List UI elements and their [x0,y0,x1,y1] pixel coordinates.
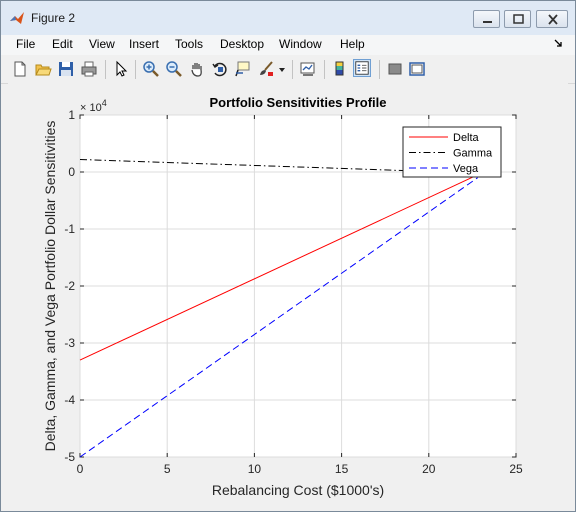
toolbar-separator [292,60,293,79]
series-gamma-line [79,158,478,174]
title-bar[interactable]: Figure 2 [1,1,575,35]
y-exponent-power: 4 [102,98,107,108]
legend-label-delta: Delta [453,132,480,144]
x-tick-label: 20 [422,462,436,476]
menu-bar: File Edit View Insert Tools Desktop Wind… [1,35,575,55]
hide-plot-tools-icon[interactable] [386,60,404,78]
colorbar-icon[interactable] [331,60,349,78]
minimize-icon [483,21,492,23]
y-tick-label: 1 [68,108,75,122]
minimize-button[interactable] [473,10,500,28]
maximize-icon [513,14,524,24]
pan-hand-icon[interactable] [188,60,206,78]
y-tick-label: -1 [64,222,75,236]
rotate-3d-icon[interactable] [211,60,229,78]
zoom-out-icon[interactable] [165,60,183,78]
chart-title: Portfolio Sensitivities Profile [210,95,387,110]
maximize-button[interactable] [504,10,531,28]
new-figure-icon[interactable] [11,60,29,78]
menu-file[interactable]: File [16,37,36,51]
data-cursor-icon[interactable] [234,60,252,78]
x-tick-label: 0 [77,462,84,476]
arrow-pointer-icon[interactable] [112,60,130,78]
zoom-in-icon[interactable] [142,60,160,78]
close-button[interactable] [536,10,568,28]
window-title: Figure 2 [31,11,76,25]
series-vega-line [79,177,478,458]
x-axis-label: Rebalancing Cost ($1000's) [212,482,384,498]
toolbar-separator [324,60,325,79]
figure-toolbar [1,56,575,84]
print-icon[interactable] [80,60,98,78]
y-tick-label: 0 [68,165,75,179]
show-plot-tools-icon[interactable] [408,60,426,78]
toolbar-separator [105,60,106,79]
y-tick-label: -3 [64,336,75,350]
x-tick-label: 10 [248,462,262,476]
y-exponent-label: × 104 [80,98,107,114]
x-tick-label: 5 [164,462,171,476]
menu-desktop[interactable]: Desktop [220,37,265,51]
menu-edit[interactable]: Edit [52,37,73,51]
y-tick-label: -2 [64,279,75,293]
link-plot-icon[interactable] [299,60,317,78]
y-tick-label: -4 [64,393,75,407]
close-icon [548,14,558,25]
x-tick-label: 25 [509,462,523,476]
toolbar-separator [135,60,136,79]
y-axis-label: Delta, Gamma, and Vega Portfolio Dollar … [42,121,58,452]
menu-tools[interactable]: Tools [175,37,204,51]
y-tick-label: -5 [64,450,75,464]
legend-label-gamma: Gamma [453,148,493,160]
brush-icon[interactable] [257,60,275,78]
legend[interactable]: Delta Gamma Vega [402,126,502,178]
dropdown-arrow-icon[interactable] [277,60,287,78]
matlab-logo-icon [10,12,24,24]
series-delta-line [79,174,478,361]
menu-insert[interactable]: Insert [129,37,160,51]
x-tick-label: 15 [335,462,349,476]
legend-icon[interactable] [353,59,371,77]
save-icon[interactable] [57,60,75,78]
dock-arrow-icon[interactable] [554,38,564,48]
legend-label-vega: Vega [453,163,479,175]
open-file-icon[interactable] [34,60,52,78]
toolbar-separator [379,60,380,79]
data-series [79,158,478,458]
menu-view[interactable]: View [89,37,115,51]
menu-help[interactable]: Help [340,37,365,51]
menu-window[interactable]: Window [279,37,322,51]
y-exponent-base: × 10 [80,102,102,114]
